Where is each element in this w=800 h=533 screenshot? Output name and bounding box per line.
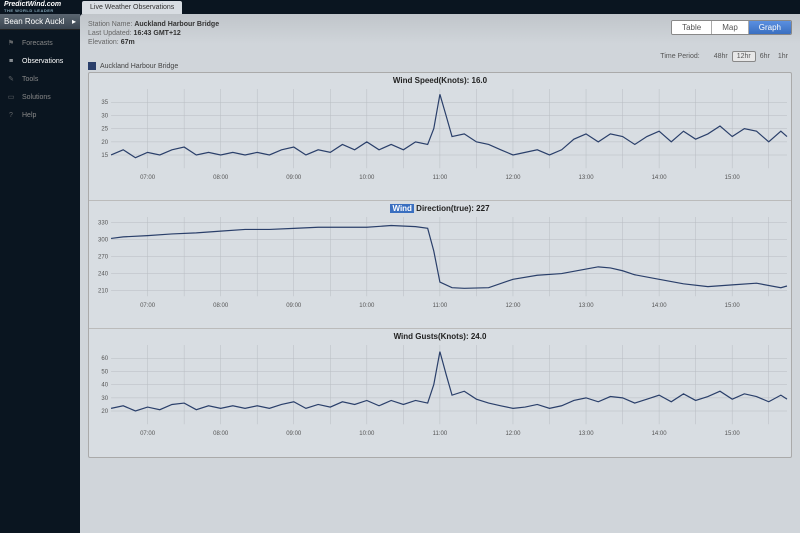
svg-text:50: 50 [101, 370, 108, 376]
station-info: Station Name: Auckland Harbour Bridge La… [88, 20, 219, 47]
station-selector[interactable]: Bean Rock Auckl ▸ [0, 14, 80, 30]
help-icon: ? [6, 110, 16, 120]
svg-text:07:00: 07:00 [140, 432, 156, 438]
svg-text:12:00: 12:00 [505, 176, 521, 182]
nav-label: Solutions [22, 94, 51, 101]
content: Station Name: Auckland Harbour Bridge La… [80, 14, 800, 533]
svg-text:330: 330 [98, 221, 109, 227]
sidebar: PredictWind.com THE WORLD LEADER Bean Ro… [0, 0, 80, 533]
svg-text:13:00: 13:00 [579, 176, 595, 182]
svg-text:07:00: 07:00 [140, 304, 156, 310]
brand-name: PredictWind.com [4, 1, 61, 8]
chart-svg: 210 240 270 300 330 07:00 08:00 09:00 10:00 11:00… [89, 215, 791, 310]
chart-svg: 15 20 25 30 35 07:00 08:00 09:00 10:00 11:00 12:00… [89, 87, 791, 182]
chart-area: Wind Speed(Knots): 16.0 15 20 25 30 35 07:00 0… [88, 72, 792, 458]
svg-text:15:00: 15:00 [725, 432, 741, 438]
svg-text:20: 20 [101, 140, 108, 146]
svg-text:13:00: 13:00 [579, 304, 595, 310]
svg-text:15:00: 15:00 [725, 176, 741, 182]
nav-item-help[interactable]: ? Help [0, 106, 80, 124]
nav-item-solutions[interactable]: ▭ Solutions [0, 88, 80, 106]
nav-label: Tools [22, 76, 38, 83]
tabbar: Live Weather Observations [80, 0, 800, 14]
svg-text:60: 60 [101, 356, 108, 362]
svg-text:270: 270 [98, 255, 109, 261]
chart-title: Wind Speed(Knots): 16.0 [89, 73, 791, 87]
nav-label: Observations [22, 58, 63, 65]
svg-text:14:00: 14:00 [652, 176, 668, 182]
svg-text:07:00: 07:00 [140, 176, 156, 182]
doc-icon: ▭ [6, 92, 16, 102]
svg-text:08:00: 08:00 [213, 304, 229, 310]
legend-label: Auckland Harbour Bridge [100, 63, 178, 70]
svg-text:10:00: 10:00 [359, 432, 375, 438]
svg-text:15:00: 15:00 [725, 304, 741, 310]
svg-text:14:00: 14:00 [652, 304, 668, 310]
chevron-right-icon: ▸ [72, 17, 76, 26]
station-selector-label: Bean Rock Auckl [4, 17, 64, 26]
svg-text:09:00: 09:00 [286, 176, 302, 182]
svg-text:210: 210 [98, 289, 109, 295]
nav-item-forecasts[interactable]: ⚑ Forecasts [0, 34, 80, 52]
nav-item-tools[interactable]: ✎ Tools [0, 70, 80, 88]
svg-text:10:00: 10:00 [359, 176, 375, 182]
svg-text:30: 30 [101, 114, 108, 120]
svg-text:15: 15 [101, 153, 108, 159]
view-btn-graph[interactable]: Graph [749, 21, 791, 34]
chart-2: Wind Gusts(Knots): 24.0 20 30 40 50 60 07:00 0… [89, 329, 791, 457]
period-btn-12hr[interactable]: 12hr [732, 51, 756, 62]
main: Live Weather Observations Station Name: … [80, 0, 800, 533]
svg-text:12:00: 12:00 [505, 432, 521, 438]
chart-title: Wind Gusts(Knots): 24.0 [89, 329, 791, 343]
svg-text:25: 25 [101, 127, 108, 133]
svg-text:11:00: 11:00 [433, 432, 448, 438]
nav-item-observations[interactable]: ≡ Observations [0, 52, 80, 70]
svg-text:11:00: 11:00 [433, 304, 448, 310]
svg-text:13:00: 13:00 [579, 432, 595, 438]
svg-text:12:00: 12:00 [505, 304, 521, 310]
svg-text:10:00: 10:00 [359, 304, 375, 310]
nav-label: Help [22, 112, 36, 119]
svg-text:14:00: 14:00 [652, 432, 668, 438]
period-btn-1hr[interactable]: 1hr [774, 52, 792, 61]
wrench-icon: ✎ [6, 74, 16, 84]
info-header: Station Name: Auckland Harbour Bridge La… [88, 20, 792, 47]
time-period-label: Time Period: [660, 53, 699, 60]
logo: PredictWind.com THE WORLD LEADER [0, 0, 80, 14]
time-period-row: Time Period: 48hr12hr6hr1hr [88, 53, 792, 60]
chart-svg: 20 30 40 50 60 07:00 08:00 09:00 10:00 11:00 12:00… [89, 343, 791, 438]
svg-text:08:00: 08:00 [213, 176, 229, 182]
nav: ⚑ Forecasts ≡ Observations ✎ Tools ▭ Solutions?… [0, 30, 80, 124]
svg-text:20: 20 [101, 409, 108, 415]
bars-icon: ≡ [6, 56, 16, 66]
view-toggle: TableMapGraph [671, 20, 792, 35]
svg-text:09:00: 09:00 [286, 432, 302, 438]
brand-tagline: THE WORLD LEADER [4, 8, 61, 13]
period-btn-6hr[interactable]: 6hr [756, 52, 774, 61]
nav-label: Forecasts [22, 40, 53, 47]
view-btn-table[interactable]: Table [672, 21, 712, 34]
svg-text:240: 240 [98, 272, 109, 278]
legend: Auckland Harbour Bridge [88, 62, 792, 70]
tab-live-observations[interactable]: Live Weather Observations [82, 1, 182, 14]
period-btn-48hr[interactable]: 48hr [710, 52, 732, 61]
svg-text:11:00: 11:00 [433, 176, 448, 182]
chart-title: Wind Direction(true): 227 [89, 201, 791, 215]
svg-text:30: 30 [101, 396, 108, 402]
view-btn-map[interactable]: Map [712, 21, 749, 34]
svg-text:35: 35 [101, 100, 108, 106]
flag-icon: ⚑ [6, 38, 16, 48]
svg-text:40: 40 [101, 383, 108, 389]
svg-text:09:00: 09:00 [286, 304, 302, 310]
chart-1: Wind Direction(true): 227 210 240 270 300 33… [89, 201, 791, 329]
svg-text:300: 300 [98, 238, 109, 244]
chart-0: Wind Speed(Knots): 16.0 15 20 25 30 35 07:00 0… [89, 73, 791, 201]
legend-swatch [88, 62, 96, 70]
svg-text:08:00: 08:00 [213, 432, 229, 438]
